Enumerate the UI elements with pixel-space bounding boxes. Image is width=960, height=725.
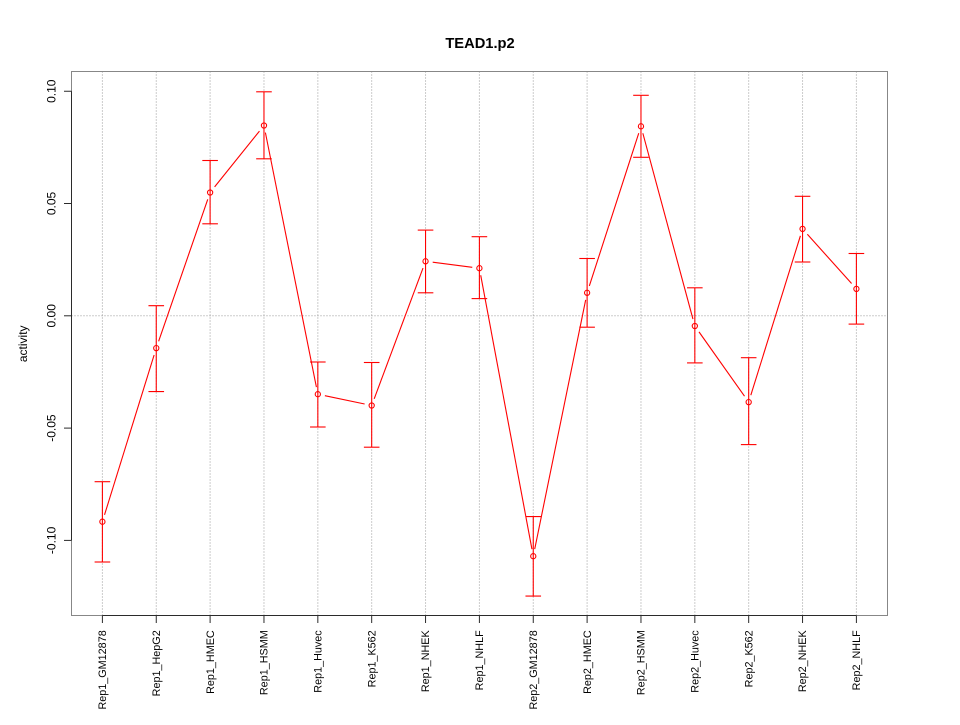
svg-text:Rep1_Huvec: Rep1_Huvec <box>313 630 325 693</box>
svg-text:Rep2_NHEK: Rep2_NHEK <box>797 630 809 693</box>
svg-text:Rep2_K562: Rep2_K562 <box>743 630 755 687</box>
svg-text:Rep2_NHLF: Rep2_NHLF <box>851 630 863 690</box>
svg-text:Rep2_HSMM: Rep2_HSMM <box>636 630 648 695</box>
svg-text:Rep1_HSMM: Rep1_HSMM <box>259 630 271 695</box>
svg-text:Rep1_HepG2: Rep1_HepG2 <box>151 630 163 696</box>
svg-text:Rep1_NHLF: Rep1_NHLF <box>474 630 486 690</box>
svg-text:-0.05: -0.05 <box>45 414 59 442</box>
svg-text:Rep2_GM12878: Rep2_GM12878 <box>528 630 540 709</box>
svg-text:Rep2_Huvec: Rep2_Huvec <box>690 630 702 693</box>
svg-text:Rep1_HMEC: Rep1_HMEC <box>205 630 217 694</box>
svg-text:TEAD1.p2: TEAD1.p2 <box>445 36 514 52</box>
svg-text:0.05: 0.05 <box>45 191 59 215</box>
svg-text:Rep2_HMEC: Rep2_HMEC <box>582 630 594 694</box>
svg-text:Rep1_NHEK: Rep1_NHEK <box>420 630 432 693</box>
svg-text:-0.10: -0.10 <box>45 526 59 554</box>
svg-text:0.00: 0.00 <box>45 304 59 328</box>
svg-text:Rep1_K562: Rep1_K562 <box>366 630 378 687</box>
svg-text:0.10: 0.10 <box>45 79 59 103</box>
svg-text:activity: activity <box>16 325 30 362</box>
svg-text:Rep1_GM12878: Rep1_GM12878 <box>97 630 109 709</box>
